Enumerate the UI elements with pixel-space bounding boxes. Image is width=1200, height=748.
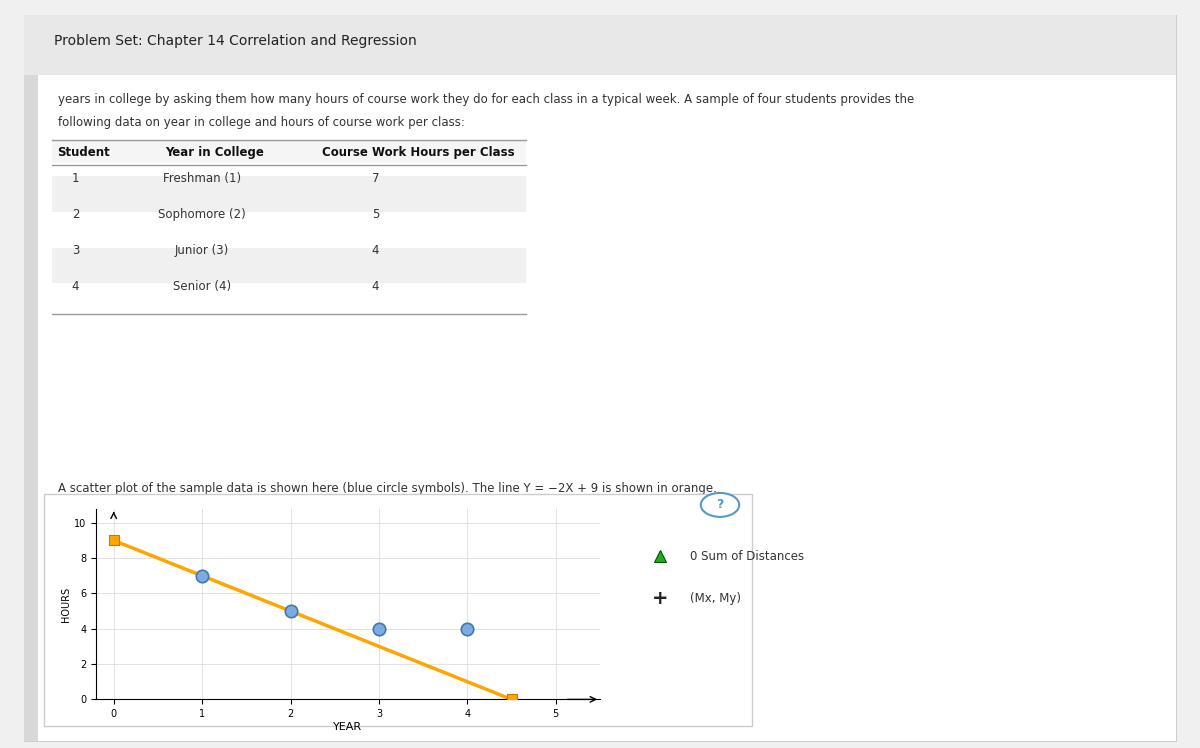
Text: 5: 5 [372, 208, 379, 221]
Text: Course Work Hours per Class: Course Work Hours per Class [322, 146, 515, 159]
Point [370, 623, 389, 635]
Text: Senior (4): Senior (4) [173, 280, 230, 292]
FancyBboxPatch shape [44, 494, 752, 726]
Text: Year in College: Year in College [166, 146, 264, 159]
Point [104, 534, 124, 546]
FancyBboxPatch shape [24, 15, 1176, 75]
Text: 2: 2 [72, 208, 79, 221]
Text: Freshman (1): Freshman (1) [162, 172, 241, 185]
Bar [52, 176, 526, 212]
Text: 1: 1 [72, 172, 79, 185]
Text: Junior (3): Junior (3) [174, 244, 229, 257]
Text: Problem Set: Chapter 14 Correlation and Regression: Problem Set: Chapter 14 Correlation and … [54, 34, 416, 48]
Text: 4: 4 [372, 280, 379, 292]
Point [281, 605, 300, 617]
Text: following data on year in college and hours of course work per class:: following data on year in college and ho… [58, 116, 464, 129]
FancyBboxPatch shape [24, 15, 1176, 741]
Bar [52, 248, 526, 283]
Text: 3: 3 [72, 244, 79, 257]
X-axis label: YEAR: YEAR [334, 722, 362, 732]
Circle shape [701, 493, 739, 517]
Text: A scatter plot of the sample data is shown here (blue circle symbols). The line : A scatter plot of the sample data is sho… [58, 482, 716, 495]
Text: +: + [652, 589, 668, 608]
Text: Sophomore (2): Sophomore (2) [157, 208, 246, 221]
Point [457, 623, 476, 635]
Point [502, 693, 521, 705]
Text: 4: 4 [72, 280, 79, 292]
Text: years in college by asking them how many hours of course work they do for each c: years in college by asking them how many… [58, 94, 914, 106]
Y-axis label: HOURS: HOURS [61, 586, 71, 622]
Text: 4: 4 [372, 244, 379, 257]
Text: Student: Student [58, 146, 110, 159]
Text: 7: 7 [372, 172, 379, 185]
FancyBboxPatch shape [24, 75, 38, 741]
Bar [52, 141, 526, 163]
Text: (Mx, My): (Mx, My) [690, 592, 742, 605]
Point [192, 570, 211, 582]
Text: 0 Sum of Distances: 0 Sum of Distances [690, 550, 804, 562]
Text: ?: ? [716, 498, 724, 512]
